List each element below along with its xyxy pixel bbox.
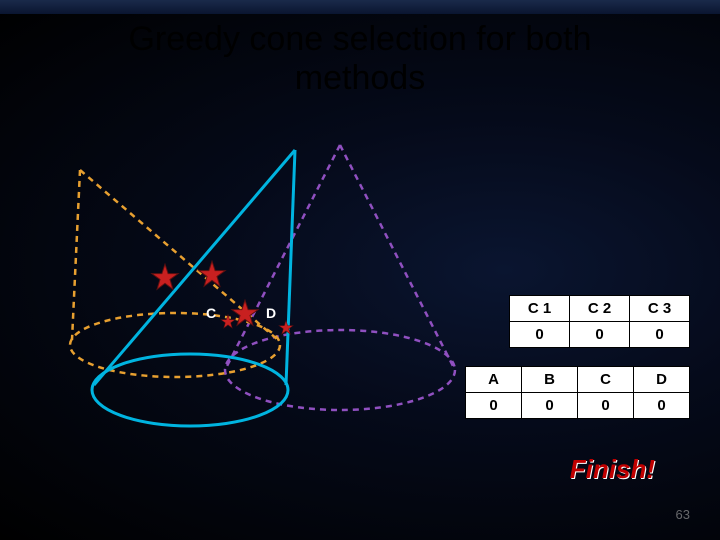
label-d-text: D bbox=[266, 305, 276, 321]
slide-title: Greedy cone selection for both methods bbox=[0, 20, 720, 98]
table-row: 0 0 0 0 bbox=[466, 393, 690, 419]
cell-value: 0 bbox=[522, 393, 578, 419]
cell-header: D bbox=[634, 367, 690, 393]
cell-value: 0 bbox=[634, 393, 690, 419]
page-number: 63 bbox=[676, 507, 690, 522]
cell-header: B bbox=[522, 367, 578, 393]
cell-value: 0 bbox=[630, 322, 690, 348]
cone-svg bbox=[30, 130, 460, 450]
tables-area: C 1 C 2 C 3 0 0 0 A B C D 0 0 0 0 bbox=[465, 295, 690, 419]
mini-star-d-icon bbox=[278, 320, 294, 336]
title-line-2: methods bbox=[295, 59, 425, 97]
cell-value: 0 bbox=[466, 393, 522, 419]
label-c: C bbox=[206, 305, 216, 321]
cone-table: C 1 C 2 C 3 0 0 0 bbox=[509, 295, 690, 348]
star-big-1 bbox=[150, 263, 180, 293]
cone-cyan bbox=[92, 150, 295, 426]
table-row: C 1 C 2 C 3 bbox=[510, 296, 690, 322]
cell-value: 0 bbox=[510, 322, 570, 348]
label-c-text: C bbox=[206, 305, 216, 321]
point-table: A B C D 0 0 0 0 bbox=[465, 366, 690, 419]
cell-header: C 1 bbox=[510, 296, 570, 322]
finish-text: Finish! bbox=[570, 454, 655, 485]
cell-header: C bbox=[578, 367, 634, 393]
mini-star-c-icon bbox=[220, 314, 236, 330]
cell-value: 0 bbox=[578, 393, 634, 419]
table-row: A B C D bbox=[466, 367, 690, 393]
top-bar bbox=[0, 0, 720, 14]
cell-header: C 3 bbox=[630, 296, 690, 322]
cell-value: 0 bbox=[570, 322, 630, 348]
star-big-2 bbox=[197, 260, 227, 290]
cell-header: A bbox=[466, 367, 522, 393]
title-line-1: Greedy cone selection for both bbox=[128, 20, 591, 58]
table-row: 0 0 0 bbox=[510, 322, 690, 348]
label-d: D bbox=[266, 305, 276, 321]
cone-purple bbox=[225, 145, 455, 410]
cone-diagram: C D bbox=[30, 130, 460, 450]
cell-header: C 2 bbox=[570, 296, 630, 322]
